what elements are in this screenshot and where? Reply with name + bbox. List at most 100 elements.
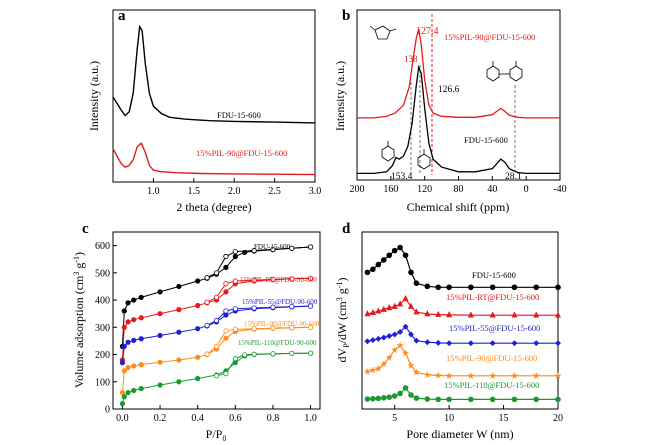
psd-point [424, 396, 431, 402]
psd-point [386, 252, 393, 259]
b-xtick-label: -40 [553, 184, 566, 195]
psd-point [511, 340, 518, 347]
isotherm-des-point [251, 247, 257, 254]
isotherm-ads-point [195, 326, 201, 332]
psd-point [555, 396, 561, 403]
isotherm-ads-point [242, 249, 248, 256]
isotherm-ads-point [223, 289, 229, 295]
xrd-line-0 [112, 24, 316, 124]
psd-point [412, 368, 421, 376]
psd-point [435, 339, 442, 346]
psd-point [435, 310, 442, 317]
psd-point [380, 360, 388, 368]
psd-point [435, 284, 442, 291]
iso-label-fdu: FDU-15-600 [254, 243, 291, 251]
psd-point [408, 392, 414, 398]
panel-c-x-title: P/P0 [206, 427, 227, 443]
isotherm-ads-point [131, 387, 137, 394]
psd-point [374, 364, 383, 372]
panel-c-ticks: 0.0 0.2 0.4 0.6 0.8 1.0 0 100 200 300 400 500 600 [95, 241, 317, 424]
isotherm-ads-point [195, 302, 201, 309]
psd-label-fdu: FDU-15-600 [472, 270, 516, 280]
panel-a-y-title: Intensity (a.u.) [87, 61, 101, 131]
d-xtick-label: 20 [553, 413, 563, 424]
panel-c: c 0.0 0.2 0.4 0.6 0.8 1.00100200300400500600 … [72, 221, 321, 443]
psd-point [364, 310, 371, 317]
psd-point [468, 396, 474, 403]
psd-label-90: 15%PIL-90@FDU-15-600 [446, 353, 537, 363]
xrd-line-1 [112, 142, 316, 176]
a-xtick-label: 1.0 [147, 186, 160, 197]
isotherm-ads-point [131, 317, 137, 323]
psd-point [511, 284, 518, 291]
peak-label-126: 126.6 [438, 85, 460, 95]
isotherm-des-point [289, 324, 295, 331]
isotherm-des-point [270, 246, 276, 253]
a-xtick-label: 2.5 [268, 186, 281, 197]
isotherm-des-point [270, 276, 276, 282]
d-xtick-label: 15 [499, 413, 509, 424]
psd-point [397, 244, 403, 251]
b-xtick-label: 40 [487, 184, 497, 195]
c-xtick-label: 0.4 [191, 413, 204, 424]
psd-point [467, 340, 474, 347]
panel-c-y-title: Volume adsorption (cm3 g-1) [72, 252, 86, 388]
isotherm-des-point [204, 275, 210, 281]
psd-point [402, 323, 409, 330]
psd-point [363, 367, 372, 375]
c-ytick-label: 500 [95, 268, 110, 279]
isotherm-des-point [204, 299, 210, 305]
panel-b: b 200 160 120 80 40 0 -40 127.4 [333, 8, 567, 214]
psd-point [369, 337, 376, 344]
c-xtick-label: 0.6 [229, 413, 242, 424]
psd-point [424, 339, 431, 346]
isotherm-des-point [251, 326, 257, 332]
isotherm-des-point [307, 350, 314, 356]
isotherm-ads-point [138, 362, 144, 368]
psd-point [413, 308, 420, 315]
psd-point [386, 333, 393, 339]
psd-point [397, 329, 404, 335]
isotherm-des-point [232, 356, 238, 362]
b-xtick-label: 120 [417, 184, 432, 195]
psd-point [370, 395, 376, 402]
panel-a-frame [112, 9, 316, 183]
iso-label-rt: 15%PIL-RT@FDU-90-600 [240, 276, 317, 284]
isotherm-des-line-3 [206, 326, 311, 355]
isotherm-ads-point [195, 375, 201, 382]
psd-point [489, 396, 496, 403]
isotherm-ads-point [157, 311, 163, 317]
panel-b-y-title: Intensity (a.u.) [333, 61, 347, 131]
panel-b-plot [357, 28, 560, 175]
a-xtick-label: 2.0 [228, 186, 241, 197]
psd-point [510, 371, 519, 379]
panel-d-plot [363, 244, 562, 403]
psd-point [533, 340, 540, 347]
isotherm-ads-point [157, 289, 163, 295]
isotherm-des-point [289, 350, 295, 357]
isotherm-des-point [289, 304, 295, 310]
isotherm-des-point [213, 270, 220, 276]
panel-d-frame [361, 231, 559, 410]
psd-point [413, 280, 420, 287]
peak-label-28: 28.1 [505, 172, 522, 182]
psd-point [423, 371, 432, 379]
panel-a: a 1.0 1.5 2.0 2.5 3.0 FDU-15-600 15%PIL-90@F… [87, 8, 321, 214]
label-15pil-90: 15%PIL-90@FDU-15-600 [196, 148, 287, 158]
panel-d-letter: d [342, 221, 351, 237]
psd-point [424, 310, 431, 317]
isotherm-ads-line-1 [121, 277, 311, 361]
isotherm-des-point [242, 352, 248, 358]
psd-point [467, 311, 474, 318]
psd-point [434, 371, 442, 379]
isotherm-des-point [289, 245, 295, 251]
isotherm-des-point [251, 351, 257, 357]
psd-point [375, 307, 382, 314]
psd-point [402, 252, 409, 259]
psd-point [435, 396, 442, 403]
benzene-ring-structure [417, 149, 431, 170]
isotherm-des-point [232, 306, 238, 312]
psd-point [391, 302, 398, 309]
isotherm-ads-point [157, 359, 163, 365]
psd-point [555, 284, 561, 291]
